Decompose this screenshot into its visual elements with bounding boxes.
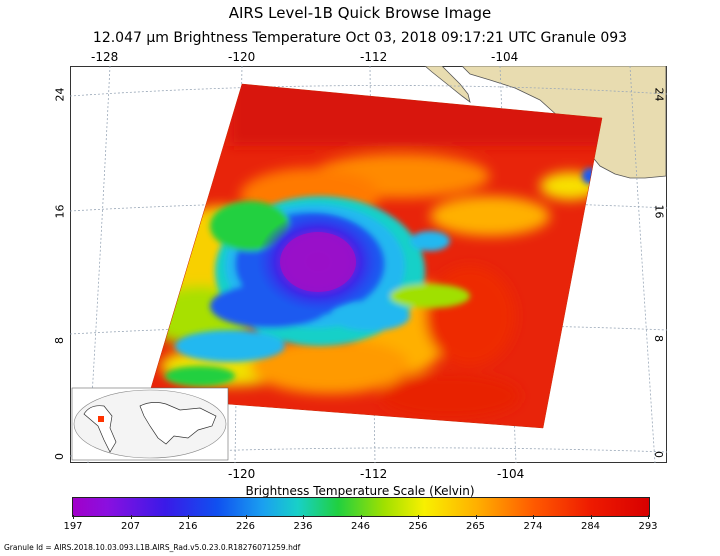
colorbar-title: Brightness Temperature Scale (Kelvin) xyxy=(245,484,475,498)
colorbar-tick-label: 265 xyxy=(465,521,486,532)
colorbar-tick-mark xyxy=(360,515,362,519)
colorbar-tick-mark xyxy=(418,515,419,519)
image-subtitle: 12.047 µm Brightness Temperature Oct 03,… xyxy=(92,30,628,46)
colorbar-tick-label: 197 xyxy=(63,521,83,532)
granule-id: Granule Id = AIRS.2018.10.03.093.L1B.AIR… xyxy=(4,543,301,552)
colorbar-tick-mark xyxy=(130,515,132,519)
lat-label-right: 24 xyxy=(652,87,666,102)
colorbar-tick-label: 256 xyxy=(408,521,428,532)
lat-label-right: 8 xyxy=(652,335,665,342)
colorbar-tick-label: 236 xyxy=(293,521,313,532)
globe-locator-inset xyxy=(71,387,229,461)
swath-edge xyxy=(147,83,603,429)
colorbar-tick-mark xyxy=(188,515,189,519)
colorbar-tick-mark xyxy=(303,515,304,519)
lat-label-left: 8 xyxy=(53,337,66,344)
colorbar-tick-label: 246 xyxy=(350,521,371,532)
colorbar-tick-label: 293 xyxy=(638,521,658,532)
lat-label-right: 0 xyxy=(652,451,665,458)
colorbar-tick-mark xyxy=(590,515,592,519)
lon-label-top: -112 xyxy=(360,50,388,64)
colorbar-tick-label: 226 xyxy=(235,521,256,532)
lat-label-left: 16 xyxy=(53,204,67,219)
colorbar-tick-label: 216 xyxy=(178,521,198,532)
colorbar-tick-mark xyxy=(245,515,247,519)
colorbar-tick-label: 274 xyxy=(523,521,543,532)
lat-label-right: 16 xyxy=(652,204,666,219)
colorbar-tick-mark xyxy=(533,515,534,519)
colorbar-tick-mark xyxy=(475,515,477,519)
lon-label-bottom: -112 xyxy=(360,467,388,481)
satellite-map xyxy=(70,66,667,463)
colorbar-tick-label: 284 xyxy=(580,521,601,532)
lon-label-top: -104 xyxy=(491,50,519,64)
lon-label-bottom: -120 xyxy=(228,467,256,481)
lat-label-left: 0 xyxy=(53,453,66,460)
colorbar-tick-label: 207 xyxy=(120,521,141,532)
colorbar-tick-mark xyxy=(648,515,649,519)
colorbar-tick-mark xyxy=(73,515,74,519)
temperature-colorbar xyxy=(72,497,650,517)
brightness-temperature-swath xyxy=(148,84,602,428)
lon-label-top: -120 xyxy=(228,50,256,64)
image-title: AIRS Level-1B Quick Browse Image xyxy=(228,4,492,22)
lon-label-bottom: -104 xyxy=(497,467,525,481)
lon-label-top: -128 xyxy=(91,50,119,64)
lat-label-left: 24 xyxy=(53,87,67,102)
